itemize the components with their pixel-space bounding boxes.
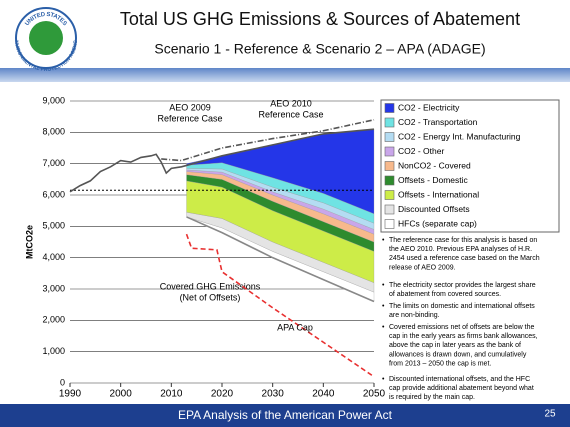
logo-center bbox=[29, 21, 63, 55]
header-band bbox=[0, 68, 570, 82]
line-series bbox=[186, 216, 375, 303]
legend-swatch bbox=[384, 117, 395, 128]
bullet-text: cap provide additional abatement beyond … bbox=[389, 385, 534, 392]
bullet-mark: • bbox=[382, 282, 385, 289]
y-tick-label: 4,000 bbox=[42, 252, 65, 262]
bullet-text: of abatement from covered sources. bbox=[389, 291, 501, 298]
legend-swatch bbox=[384, 190, 395, 200]
y-tick-label: 0 bbox=[60, 377, 65, 387]
legend-swatch bbox=[384, 146, 395, 157]
annotation: Reference Case bbox=[258, 109, 323, 119]
legend-label: Discounted Offsets bbox=[398, 204, 470, 214]
bullet-text: The electricity sector provides the larg… bbox=[389, 282, 536, 289]
bullet-text: above the cap in later years as the bank… bbox=[389, 342, 521, 349]
legend-swatch bbox=[384, 103, 395, 113]
title: Total US GHG Emissions & Sources of Abat… bbox=[120, 9, 520, 29]
annotation: (Net of Offsets) bbox=[180, 292, 241, 302]
legend-label: NonCO2 - Covered bbox=[398, 160, 471, 170]
y-tick-label: 7,000 bbox=[42, 158, 65, 168]
footer-text: EPA Analysis of the American Power Act bbox=[178, 408, 393, 422]
bullet-mark: • bbox=[382, 324, 385, 331]
page-number: 25 bbox=[544, 409, 556, 420]
y-tick-label: 9,000 bbox=[42, 95, 65, 105]
annotation: Covered GHG Emissions bbox=[160, 281, 261, 291]
legend-swatch bbox=[384, 132, 395, 142]
legend-swatch bbox=[384, 175, 395, 186]
bullet-text: from 2013 – 2050 the cap is met. bbox=[389, 361, 491, 368]
annotation: AEO 2009 bbox=[169, 102, 211, 112]
legend-label: Offsets - Domestic bbox=[398, 175, 468, 185]
y-tick-label: 5,000 bbox=[42, 221, 65, 231]
bullet-mark: • bbox=[382, 376, 385, 383]
bullet-text: 2454 used a reference case based on the … bbox=[389, 255, 540, 262]
bullet-text: The reference case for this analysis is … bbox=[389, 237, 537, 244]
bullet-text: The limits on domestic and international… bbox=[389, 303, 535, 310]
x-tick-label: 1990 bbox=[59, 389, 82, 400]
line-series bbox=[185, 233, 375, 378]
bullet-text: are non-binding. bbox=[389, 312, 440, 319]
y-tick-label: 3,000 bbox=[42, 283, 65, 293]
annotation: AEO 2010 bbox=[270, 98, 312, 108]
line-series bbox=[69, 128, 375, 193]
y-tick-label: 2,000 bbox=[42, 315, 65, 325]
y-tick-label: 8,000 bbox=[42, 127, 65, 137]
bullet-text: is required by the main cap. bbox=[389, 394, 475, 401]
y-tick-label: 1,000 bbox=[42, 346, 65, 356]
y-axis-label: MtCO2e bbox=[24, 225, 34, 259]
annotation: APA Cap bbox=[277, 322, 313, 332]
subtitle: Scenario 1 - Reference & Scenario 2 – AP… bbox=[154, 41, 485, 57]
bullet-text: Covered emissions net of offsets are bel… bbox=[389, 324, 535, 331]
bullet-text: cap in the early years as firms bank all… bbox=[389, 333, 538, 340]
legend-label: CO2 - Other bbox=[398, 146, 444, 156]
bullet-text: Discounted international offsets, and th… bbox=[389, 376, 530, 383]
legend-swatch bbox=[384, 219, 395, 229]
bullet-text: release of AEO 2009. bbox=[389, 264, 456, 271]
legend-label: CO2 - Transportation bbox=[398, 117, 478, 127]
y-tick-label: 6,000 bbox=[42, 189, 65, 199]
bullet-mark: • bbox=[382, 237, 385, 244]
x-tick-label: 2000 bbox=[110, 389, 133, 400]
legend-label: CO2 - Energy Int. Manufacturing bbox=[398, 131, 521, 141]
legend-label: CO2 - Electricity bbox=[398, 102, 460, 112]
x-tick-label: 2050 bbox=[363, 389, 386, 400]
x-tick-label: 2030 bbox=[262, 389, 285, 400]
bullet-text: allowances is drawn down, and cumulative… bbox=[389, 351, 527, 358]
bullet-mark: • bbox=[382, 303, 385, 310]
x-tick-label: 2040 bbox=[312, 389, 335, 400]
bullet-text: the AEO 2010. Previous EPA analyses of H… bbox=[389, 246, 532, 253]
legend-swatch bbox=[384, 204, 395, 215]
legend-label: Offsets - International bbox=[398, 189, 479, 199]
footer-band bbox=[0, 404, 570, 427]
annotation: Reference Case bbox=[157, 113, 222, 123]
line-series bbox=[161, 119, 375, 162]
x-tick-label: 2010 bbox=[160, 389, 183, 400]
legend-box bbox=[380, 99, 560, 233]
x-tick-label: 2020 bbox=[211, 389, 234, 400]
legend-swatch bbox=[384, 161, 395, 171]
legend-label: HFCs (separate cap) bbox=[398, 218, 477, 228]
